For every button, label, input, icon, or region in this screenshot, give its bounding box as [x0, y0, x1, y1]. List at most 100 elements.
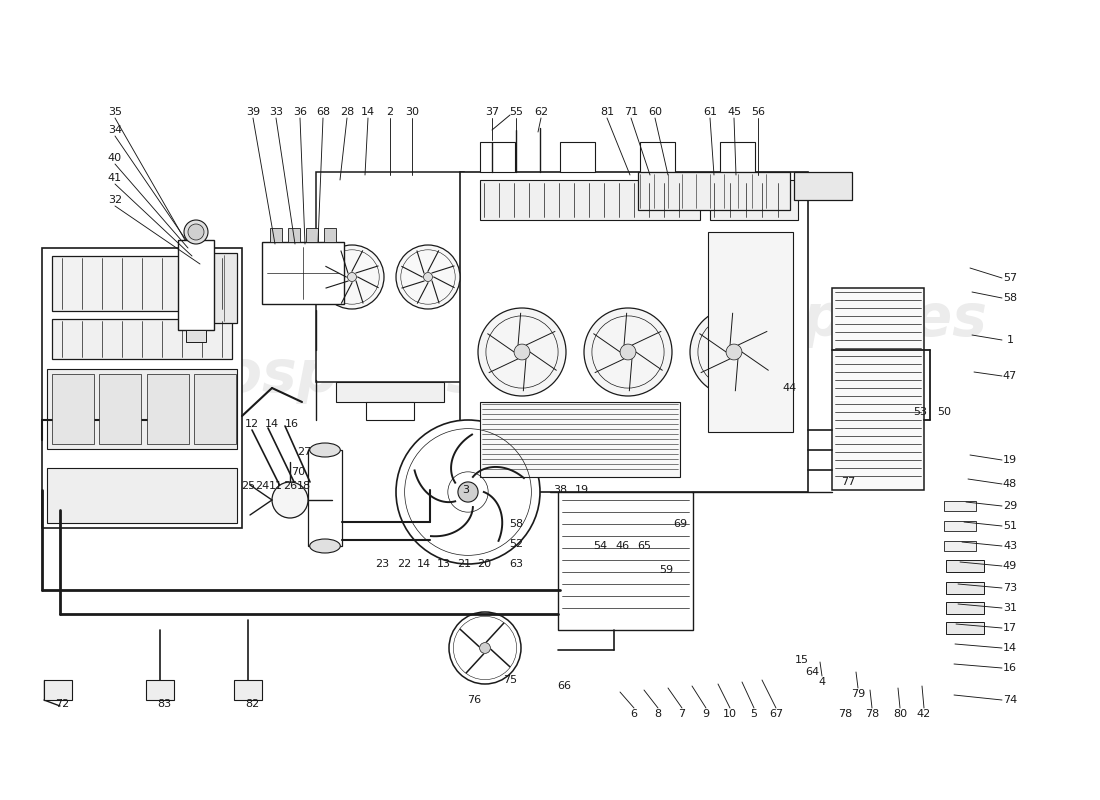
Bar — [944, 501, 976, 511]
Bar — [794, 172, 852, 200]
Text: 6: 6 — [630, 709, 638, 719]
Bar — [324, 228, 336, 242]
Text: 83: 83 — [157, 699, 172, 709]
Text: 42: 42 — [917, 709, 931, 719]
Bar — [336, 382, 444, 402]
Circle shape — [396, 420, 540, 564]
Text: 48: 48 — [1003, 479, 1018, 489]
Bar — [288, 228, 300, 242]
Text: 78: 78 — [838, 709, 853, 719]
Text: 1: 1 — [1006, 335, 1013, 345]
Bar — [308, 450, 342, 546]
Text: 76: 76 — [466, 695, 481, 705]
Circle shape — [620, 344, 636, 360]
Bar — [316, 172, 464, 382]
Bar — [99, 374, 141, 444]
Text: 58: 58 — [1003, 293, 1018, 303]
Text: 25: 25 — [241, 481, 255, 491]
Circle shape — [348, 273, 356, 282]
Text: 14: 14 — [1003, 643, 1018, 653]
Text: 79: 79 — [851, 689, 865, 699]
Bar — [460, 172, 808, 492]
Circle shape — [458, 482, 478, 502]
Circle shape — [424, 273, 432, 282]
Text: 47: 47 — [1003, 371, 1018, 381]
Circle shape — [396, 245, 460, 309]
Bar — [480, 142, 515, 172]
Text: 29: 29 — [1003, 501, 1018, 511]
Text: eurospares: eurospares — [618, 291, 988, 349]
Text: 69: 69 — [673, 519, 688, 529]
Circle shape — [449, 612, 521, 684]
Bar — [638, 172, 790, 210]
Text: 49: 49 — [1003, 561, 1018, 571]
Bar — [708, 232, 793, 432]
Text: 70: 70 — [290, 467, 305, 477]
Text: 9: 9 — [703, 709, 710, 719]
Text: 20: 20 — [477, 559, 491, 569]
Text: 39: 39 — [246, 107, 260, 117]
Text: 77: 77 — [840, 477, 855, 487]
Text: 78: 78 — [865, 709, 879, 719]
Text: 37: 37 — [485, 107, 499, 117]
Text: 4: 4 — [818, 677, 826, 687]
Text: 64: 64 — [805, 667, 820, 677]
Text: 74: 74 — [1003, 695, 1018, 705]
Bar — [262, 242, 344, 304]
Text: 31: 31 — [1003, 603, 1018, 613]
Circle shape — [184, 220, 208, 244]
Bar — [946, 582, 984, 594]
Bar — [306, 228, 318, 242]
Text: 41: 41 — [108, 173, 122, 183]
Bar — [558, 492, 693, 630]
Text: 62: 62 — [534, 107, 548, 117]
Circle shape — [726, 344, 741, 360]
Text: 51: 51 — [1003, 521, 1018, 531]
Text: 14: 14 — [417, 559, 431, 569]
Text: 54: 54 — [593, 541, 607, 551]
Bar — [178, 240, 215, 330]
Text: 52: 52 — [509, 539, 524, 549]
Ellipse shape — [310, 539, 340, 553]
Bar — [710, 180, 798, 220]
Text: 71: 71 — [624, 107, 638, 117]
Bar — [194, 374, 236, 444]
Ellipse shape — [310, 443, 340, 457]
Text: 27: 27 — [297, 447, 311, 457]
Circle shape — [514, 344, 530, 360]
Text: 46: 46 — [615, 541, 629, 551]
Text: 14: 14 — [361, 107, 375, 117]
Text: 22: 22 — [397, 559, 411, 569]
Circle shape — [188, 224, 204, 240]
Text: 59: 59 — [659, 565, 673, 575]
Text: 33: 33 — [270, 107, 283, 117]
Circle shape — [584, 308, 672, 396]
Text: 19: 19 — [575, 485, 590, 495]
Text: 18: 18 — [297, 481, 311, 491]
Text: 57: 57 — [1003, 273, 1018, 283]
Bar — [234, 680, 262, 700]
Bar — [182, 253, 236, 323]
Text: 60: 60 — [648, 107, 662, 117]
Text: 61: 61 — [703, 107, 717, 117]
Bar — [720, 142, 755, 172]
Text: 63: 63 — [509, 559, 522, 569]
Text: 23: 23 — [375, 559, 389, 569]
Text: 82: 82 — [245, 699, 260, 709]
Circle shape — [478, 308, 566, 396]
Text: 73: 73 — [1003, 583, 1018, 593]
Text: 34: 34 — [108, 125, 122, 135]
Text: 40: 40 — [108, 153, 122, 163]
Text: 13: 13 — [437, 559, 451, 569]
Text: 11: 11 — [270, 481, 283, 491]
Bar — [47, 468, 236, 523]
Text: 35: 35 — [108, 107, 122, 117]
Text: 80: 80 — [893, 709, 907, 719]
Bar — [270, 228, 282, 242]
Text: 38: 38 — [553, 485, 568, 495]
Text: 2: 2 — [386, 107, 394, 117]
Bar — [946, 622, 984, 634]
Text: 44: 44 — [783, 383, 798, 393]
Text: 43: 43 — [1003, 541, 1018, 551]
Text: 19: 19 — [1003, 455, 1018, 465]
